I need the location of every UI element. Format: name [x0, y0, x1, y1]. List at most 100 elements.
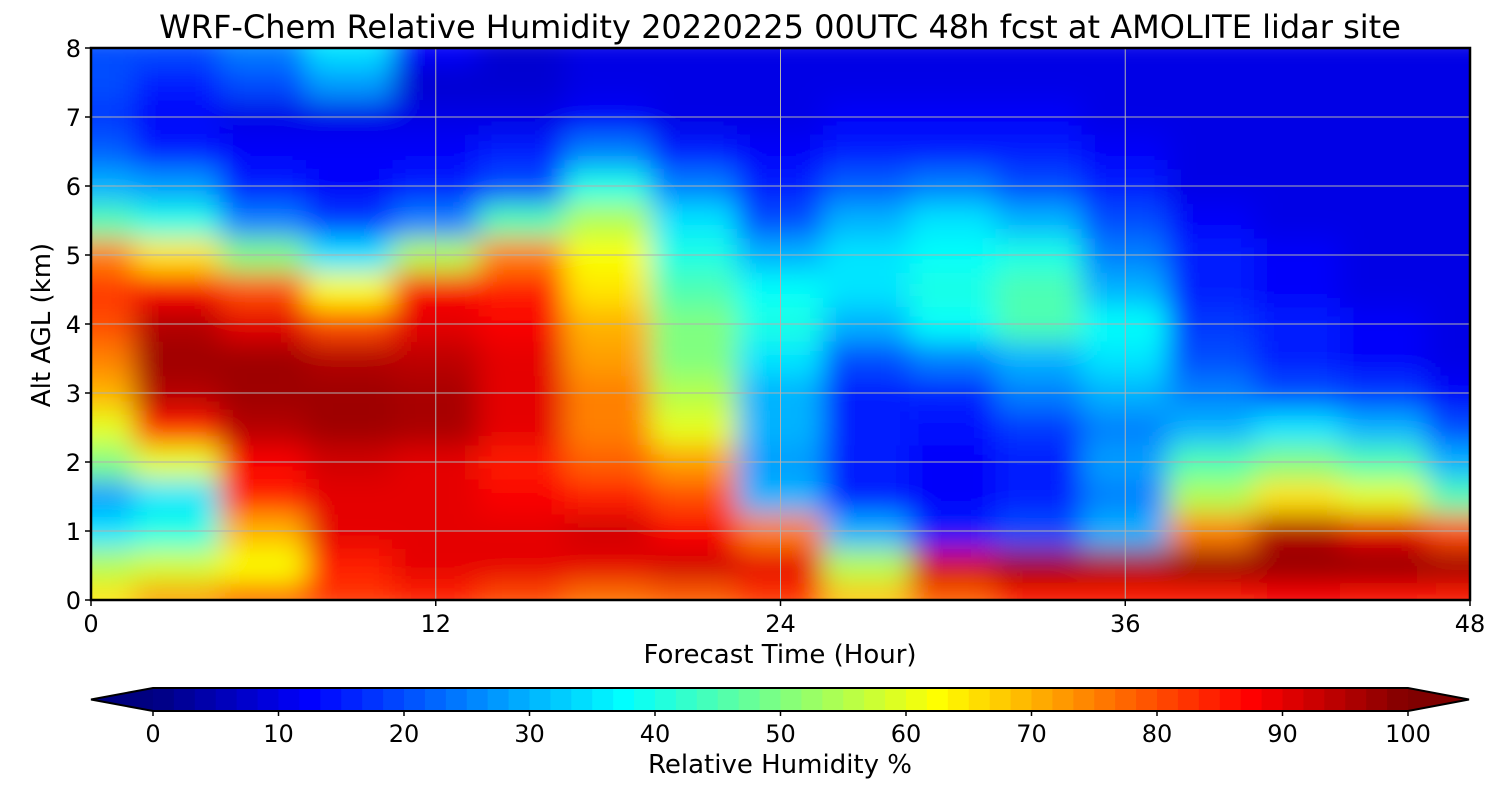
colorbar-segment [926, 688, 949, 711]
colorbar-segment [738, 688, 761, 711]
heatmap-cell [219, 582, 307, 600]
heatmap-cell [1340, 547, 1428, 584]
heatmap-cell [219, 202, 307, 239]
colorbar-tick-label: 20 [389, 720, 420, 748]
heatmap-cell [91, 478, 135, 515]
heatmap-cell [219, 48, 307, 66]
heatmap-cell [305, 202, 394, 239]
colorbar-segment [299, 688, 321, 711]
heatmap-cell [564, 64, 652, 101]
colorbar: 0 10 20 30 40 50 60 70 80 90 100 [90, 687, 1470, 748]
heatmap-cell [478, 133, 566, 170]
heatmap-cell [133, 582, 221, 600]
heatmap-cell [219, 340, 307, 377]
heatmap-cell [1426, 409, 1470, 446]
heatmap-cell [219, 133, 307, 170]
heatmap-cell [91, 133, 135, 170]
heatmap-cell [1340, 64, 1428, 101]
colorbar-segment [801, 688, 823, 711]
heatmap-cell [305, 582, 394, 600]
heatmap-cell [1426, 202, 1470, 239]
colorbar-segment [1052, 688, 1074, 711]
heatmap-cell [1340, 271, 1428, 308]
heatmap-cell [1167, 409, 1256, 446]
heatmap-cell [133, 64, 221, 101]
colorbar-segment [236, 688, 259, 711]
colorbar-segment [1094, 688, 1116, 711]
heatmap-cell [650, 64, 738, 101]
colorbar-segment [194, 688, 217, 711]
x-tick-label: 0 [83, 610, 98, 638]
heatmap-cell [995, 64, 1083, 101]
colorbar-segment [1136, 688, 1158, 711]
y-tick-label: 4 [66, 311, 81, 339]
colorbar-tick-label: 100 [1385, 720, 1431, 748]
heatmap-cell [909, 271, 997, 308]
heatmap-cell [650, 340, 738, 377]
heatmap-cell [823, 409, 911, 446]
heatmap-cell [91, 271, 135, 308]
heatmap-cell [133, 478, 221, 515]
heatmap-cell [219, 271, 307, 308]
heatmap-cell [1254, 547, 1342, 584]
heatmap-cell [478, 478, 566, 515]
heatmap-cell [478, 409, 566, 446]
heatmap-cell [650, 271, 738, 308]
y-tick-label: 5 [66, 242, 81, 270]
heatmap-cell [650, 582, 738, 600]
heatmap-cell [909, 202, 997, 239]
heatmap-cell [564, 547, 652, 584]
x-tick-label: 36 [1110, 610, 1141, 638]
heatmap-cell [133, 409, 221, 446]
heatmap-cell [564, 133, 652, 170]
heatmap-cell [1167, 202, 1256, 239]
heatmap-cell [995, 582, 1083, 600]
y-tick-label: 8 [66, 35, 81, 63]
heatmap-cell [909, 64, 997, 101]
heatmap-cell [305, 340, 394, 377]
colorbar-segment [173, 688, 196, 711]
colorbar-tick-label: 90 [1267, 720, 1298, 748]
heatmap-cell [1340, 202, 1428, 239]
colorbar-segment [1198, 688, 1221, 711]
heatmap-cell [1254, 478, 1342, 515]
heatmap-cell [305, 547, 394, 584]
heatmap-cell [91, 340, 135, 377]
heatmap-cell [1167, 478, 1256, 515]
heatmap-cell [478, 48, 566, 66]
heatmap-cell [823, 478, 911, 515]
heatmap-cell [995, 340, 1083, 377]
heatmap-cell [1426, 582, 1470, 600]
heatmap-cell [1340, 133, 1428, 170]
y-tick-label: 0 [66, 587, 81, 615]
colorbar-segment [215, 688, 238, 711]
heatmap-cell [823, 547, 911, 584]
x-tick-label: 12 [420, 610, 451, 638]
heatmap-cell [564, 409, 652, 446]
colorbar-segment [613, 688, 635, 711]
colorbar-segment [989, 688, 1012, 711]
heatmap-cell [305, 409, 394, 446]
colorbar-tick-label: 30 [514, 720, 545, 748]
colorbar-segment [571, 688, 593, 711]
heatmap-cell [909, 340, 997, 377]
heatmap-cell [1167, 64, 1256, 101]
heatmap-cell [564, 582, 652, 600]
heatmap-cell [909, 409, 997, 446]
colorbar-segment [1366, 688, 1388, 711]
colorbar-tick-label: 80 [1142, 720, 1173, 748]
colorbar-segment [320, 688, 342, 711]
heatmap-cell [909, 133, 997, 170]
colorbar-segment [404, 688, 426, 711]
heatmap-cell [1254, 582, 1342, 600]
heatmap-cell [1167, 547, 1256, 584]
heatmap-cell [1426, 133, 1470, 170]
y-tick-label: 1 [66, 518, 81, 546]
heatmap-cell [1254, 271, 1342, 308]
x-tick-label: 48 [1455, 610, 1486, 638]
colorbar-segment [675, 688, 698, 711]
colorbar-segment [362, 688, 384, 711]
heatmap-cell [478, 547, 566, 584]
colorbar-segment [1157, 688, 1179, 711]
